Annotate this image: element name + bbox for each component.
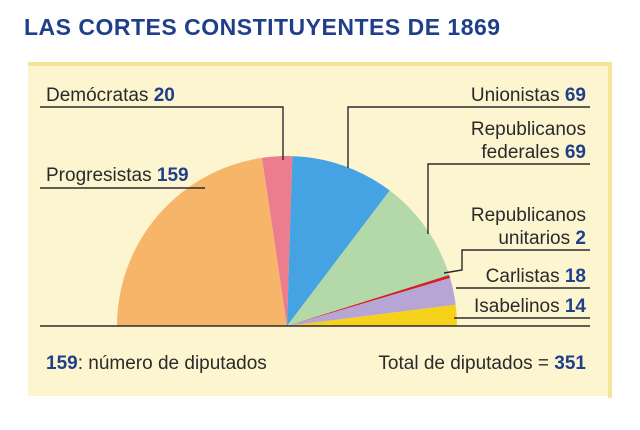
label-isabelinos: Isabelinos 14 — [474, 296, 586, 317]
slice-republicanos-federales — [287, 190, 450, 326]
slice-republicanos-unitarios — [287, 275, 451, 326]
slice-progresistas — [117, 157, 287, 326]
leader-rep-federales — [427, 163, 590, 234]
label-rep-federales: Republicanos federales 69 — [470, 119, 586, 163]
label-democratas: Demócratas 20 — [46, 85, 175, 106]
leader-democratas — [40, 106, 284, 160]
legend-note: 159: número de diputados — [46, 353, 267, 374]
total-deputies: Total de diputados = 351 — [378, 353, 586, 374]
slice-unionistas — [287, 156, 390, 326]
label-progresistas: Progresistas 159 — [46, 165, 189, 186]
slice-carlistas — [287, 277, 456, 326]
leader-rep-unitarios — [443, 249, 590, 274]
slice-dem-cratas — [261, 155, 293, 326]
label-unionistas: Unionistas 69 — [470, 85, 586, 106]
label-rep-unitarios: Republicanos unitarios 2 — [470, 205, 586, 249]
chart-title: LAS CORTES CONSTITUYENTES DE 1869 — [24, 14, 501, 40]
leader-unionistas — [347, 106, 590, 168]
slice-isabelinos — [287, 304, 457, 326]
label-carlistas: Carlistas 18 — [485, 266, 586, 287]
